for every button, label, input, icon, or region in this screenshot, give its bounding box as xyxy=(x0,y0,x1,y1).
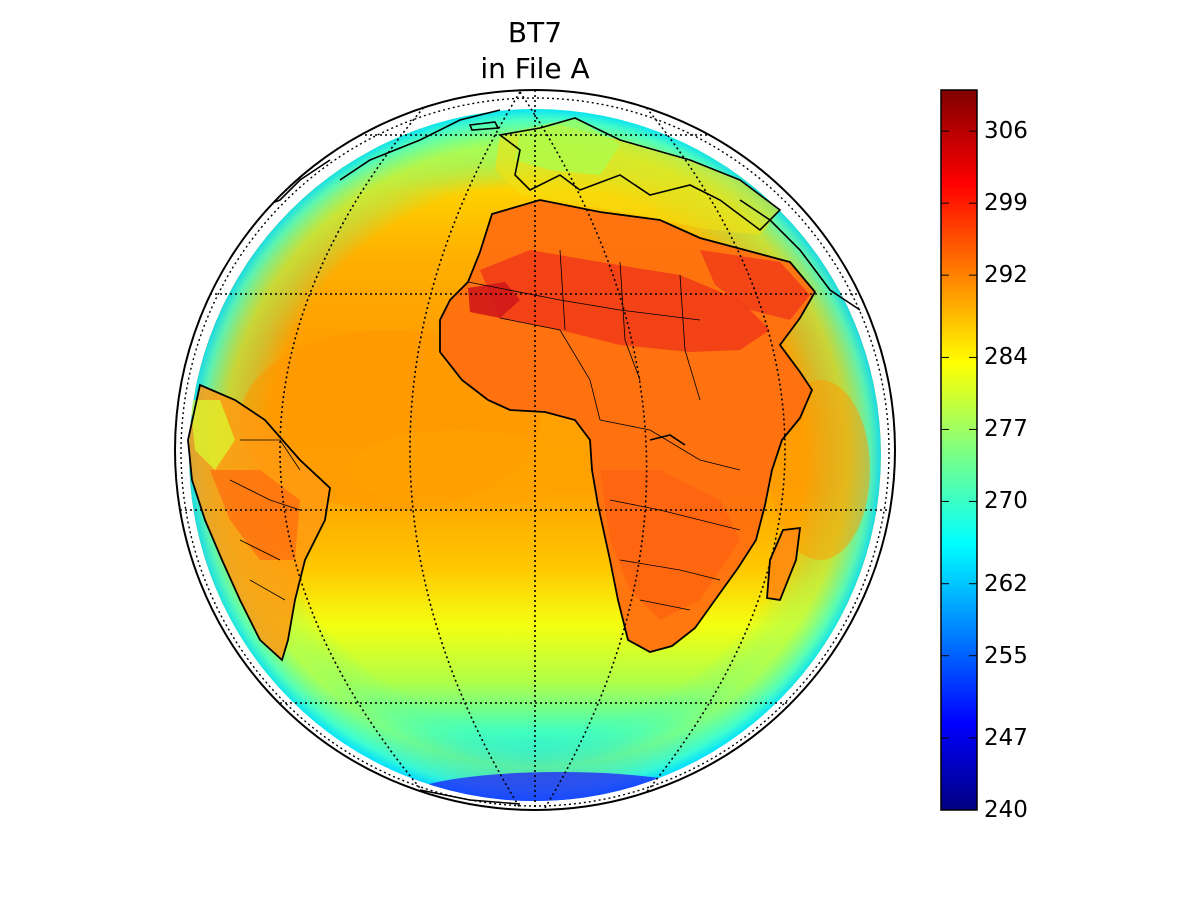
colorbar-tick-label: 262 xyxy=(984,570,1028,597)
colorbar-tick-label: 284 xyxy=(984,344,1028,371)
africa-coastline xyxy=(439,199,817,653)
meridian-line xyxy=(409,91,521,809)
colorbar-frame xyxy=(940,89,978,811)
map-title: BT7 xyxy=(507,16,563,49)
colorbar-gradient xyxy=(941,90,977,810)
lake-victoria-outline xyxy=(649,434,686,446)
globe-limb-dotted xyxy=(180,97,890,807)
globe xyxy=(174,89,896,811)
colorbar-tick-label: 255 xyxy=(984,642,1028,669)
colorbar-tick-label: 240 xyxy=(984,797,1028,823)
island-coastline xyxy=(468,121,500,131)
meridian-line xyxy=(279,99,431,801)
europe-coastline xyxy=(498,117,782,232)
country-borders xyxy=(229,249,741,611)
colorbar-tick-label: 292 xyxy=(984,262,1028,289)
colorbar-tick-label: 277 xyxy=(984,416,1028,443)
colorbar xyxy=(940,89,978,811)
colorbar-tick-label: 247 xyxy=(984,725,1028,751)
colorbar-ticks xyxy=(941,130,977,811)
south-america-coastline xyxy=(187,383,331,662)
meridian-line xyxy=(519,91,648,809)
globe-limb xyxy=(174,89,896,811)
colorbar-tick-label: 306 xyxy=(984,118,1028,145)
madagascar-coastline xyxy=(766,526,802,601)
meridian-line xyxy=(639,99,786,801)
graticule xyxy=(175,90,895,810)
map-subtitle: in File A xyxy=(480,52,590,85)
colorbar-tick-label: 270 xyxy=(984,488,1028,515)
colorbar-tick-label: 299 xyxy=(984,190,1028,217)
arabia-coastline xyxy=(739,199,861,311)
greenland-coastline xyxy=(339,109,501,181)
